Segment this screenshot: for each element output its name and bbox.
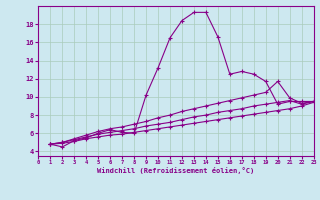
X-axis label: Windchill (Refroidissement éolien,°C): Windchill (Refroidissement éolien,°C): [97, 167, 255, 174]
